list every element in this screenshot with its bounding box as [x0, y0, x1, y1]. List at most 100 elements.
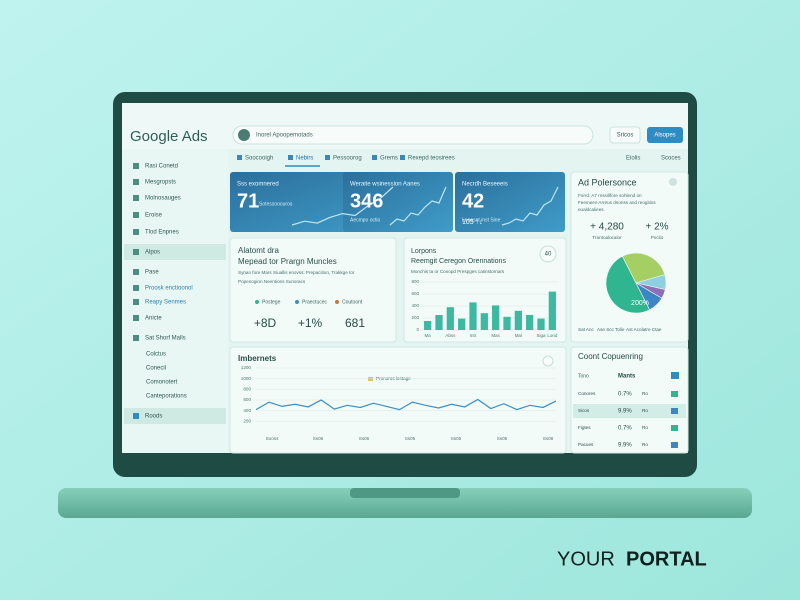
tab-action[interactable]: Scoces: [661, 156, 681, 162]
x-tick-label: Ss08: [543, 436, 554, 441]
kpi-note: Aecmpo octio: [350, 217, 381, 223]
sidebar-item[interactable]: Reapy Senmes: [145, 300, 186, 306]
card-text: Feemeen Arreus dnonss and reogitios: [578, 200, 656, 205]
y-tick-label: 600: [411, 291, 419, 296]
table-cell: Ro: [642, 425, 648, 430]
sidebar-item[interactable]: Sat Shorf Malls: [145, 336, 186, 342]
tab[interactable]: Rexepd teosirees: [408, 156, 455, 162]
sidebar-item[interactable]: Eroise: [145, 213, 163, 219]
table-cell: 9.9%: [618, 409, 632, 415]
bar: [480, 313, 488, 330]
sidebar-item[interactable]: Colctus: [146, 352, 166, 358]
button[interactable]: [609, 126, 641, 144]
bar: [537, 318, 545, 330]
cell: [671, 372, 679, 379]
x-tick-label: Sooss: [266, 436, 279, 441]
legend-swatch: [368, 377, 373, 381]
cell: [671, 442, 678, 448]
card-title: Imbernets: [238, 354, 277, 363]
card-title: Lorpons: [411, 248, 437, 255]
y-tick-label: 0: [416, 327, 419, 332]
button-primary[interactable]: [647, 127, 683, 143]
kpi-extra: 105 ↑↓: [462, 219, 483, 226]
tab[interactable]: Soocooigh: [245, 156, 273, 162]
legend-label: Praectucec: [302, 299, 328, 305]
sparkline: [501, 186, 559, 226]
legend-label: Coutoont: [342, 299, 363, 305]
table-cell: Pacues: [578, 442, 594, 447]
card-text: Popenogion Neentions Sunoracs: [238, 279, 306, 284]
sidebar-highlight: [124, 244, 226, 260]
sidebar-icon: [133, 285, 139, 291]
card-subtitle: Reemgit Ceregon Orennations: [411, 258, 506, 265]
brand: PORTAL: [626, 548, 707, 570]
tab[interactable]: Nebirs: [296, 156, 313, 162]
sidebar-icon: [133, 195, 139, 201]
card: [403, 237, 567, 343]
bar: [514, 310, 522, 330]
stat-value: +1%: [298, 316, 323, 330]
x-tick-label: Abss: [445, 333, 456, 338]
stat-label: Trantoalocalor: [592, 235, 622, 240]
tab[interactable]: Pessoorog: [333, 156, 362, 162]
sidebar-item[interactable]: Pase: [145, 270, 159, 276]
y-tick-label: 1200: [241, 365, 252, 370]
sidebar-icon: [133, 335, 139, 341]
legend-label: Ast Acolatre Ctae: [626, 327, 662, 332]
legend-label: Postege: [262, 299, 281, 305]
sidebar-item[interactable]: Conecil: [146, 366, 166, 372]
x-tick-label: Lond: [547, 333, 558, 338]
x-tick-label: Ma: [425, 333, 432, 338]
badge: [539, 245, 557, 263]
table-cell: Ro: [642, 391, 648, 396]
x-tick-label: Ss06: [313, 436, 324, 441]
stat-value: + 2%: [645, 222, 668, 233]
tab[interactable]: Grems: [380, 156, 398, 162]
sidebar-item[interactable]: Canteporations: [146, 394, 187, 400]
y-tick-label: 400: [243, 408, 251, 413]
x-tick-label: Intr: [470, 333, 477, 338]
card-title: Coont Copuenring: [578, 352, 643, 361]
button-label: Alsopes: [654, 133, 675, 139]
kpi-title: Sss exomnered: [237, 182, 279, 188]
bar: [469, 302, 477, 330]
sidebar-item[interactable]: Rasi Conetd: [145, 164, 178, 170]
row-highlight: [573, 404, 686, 418]
tab-icon: [400, 155, 405, 160]
table-cell: 0.7%: [618, 426, 632, 432]
search-icon: [542, 355, 554, 367]
x-tick-label: Ss05: [451, 436, 462, 441]
kpi-value: 71: [237, 190, 259, 212]
sidebar-icon: [133, 249, 139, 255]
table-cell: Figtes: [578, 425, 591, 430]
sidebar-icon: [133, 269, 139, 275]
bar: [548, 291, 556, 330]
legend-label: Sat Anc: [578, 327, 595, 332]
card: [229, 237, 397, 343]
sidebar-icon: [133, 413, 139, 419]
sidebar-item[interactable]: Molnosauges: [145, 196, 181, 202]
sidebar-item[interactable]: Tlod Enpnes: [145, 230, 179, 236]
sidebar-icon: [133, 179, 139, 185]
toggle: [669, 178, 677, 186]
avatar: [238, 129, 250, 141]
tab-icon: [237, 155, 242, 160]
sidebar-item[interactable]: Roods: [145, 414, 162, 420]
sidebar-item[interactable]: Comonotert: [146, 380, 178, 386]
tab-action[interactable]: Eiolis: [626, 156, 640, 162]
table-cell: 9.9%: [618, 443, 632, 449]
sidebar-item[interactable]: Proosk enctioonol: [145, 286, 193, 292]
table-cell: Sicos: [578, 408, 590, 413]
card-text: Forrd: A7 rnssillfore sohlend on: [578, 193, 642, 198]
sparkline: [291, 186, 394, 226]
x-tick-label: Siga: [536, 333, 546, 338]
search-box[interactable]: [232, 125, 594, 145]
laptop-base: [58, 488, 752, 518]
bar: [492, 305, 500, 330]
sidebar-item[interactable]: Anicte: [145, 316, 162, 322]
kpi-card: [455, 172, 565, 232]
sidebar-item[interactable]: Mesgropsts: [145, 180, 176, 186]
sidebar-item[interactable]: Alpos: [145, 250, 160, 256]
sparkline: [389, 186, 447, 226]
table-header: Tono: [578, 373, 589, 379]
